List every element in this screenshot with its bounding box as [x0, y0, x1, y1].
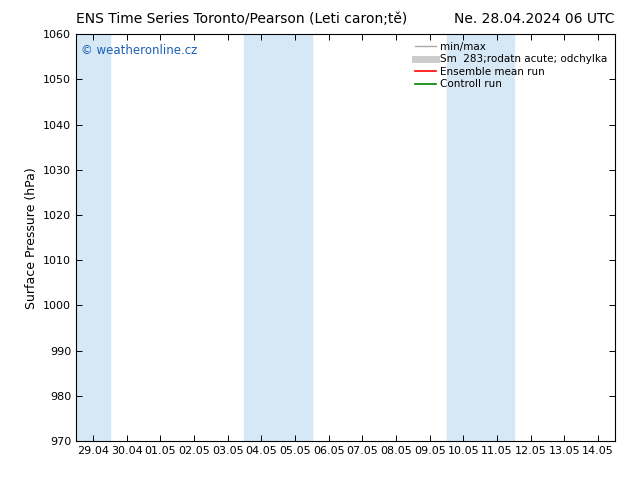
Bar	[446, 34, 514, 441]
Text: ENS Time Series Toronto/Pearson (Leti caron;tě): ENS Time Series Toronto/Pearson (Leti ca…	[76, 12, 407, 26]
Text: Ne. 28.04.2024 06 UTC: Ne. 28.04.2024 06 UTC	[455, 12, 615, 26]
Y-axis label: Surface Pressure (hPa): Surface Pressure (hPa)	[25, 167, 37, 309]
Bar	[76, 34, 110, 441]
Text: © weatheronline.cz: © weatheronline.cz	[81, 45, 198, 57]
Bar	[245, 34, 312, 441]
Legend: min/max, Sm  283;rodatn acute; odchylka, Ensemble mean run, Controll run: min/max, Sm 283;rodatn acute; odchylka, …	[413, 40, 610, 92]
